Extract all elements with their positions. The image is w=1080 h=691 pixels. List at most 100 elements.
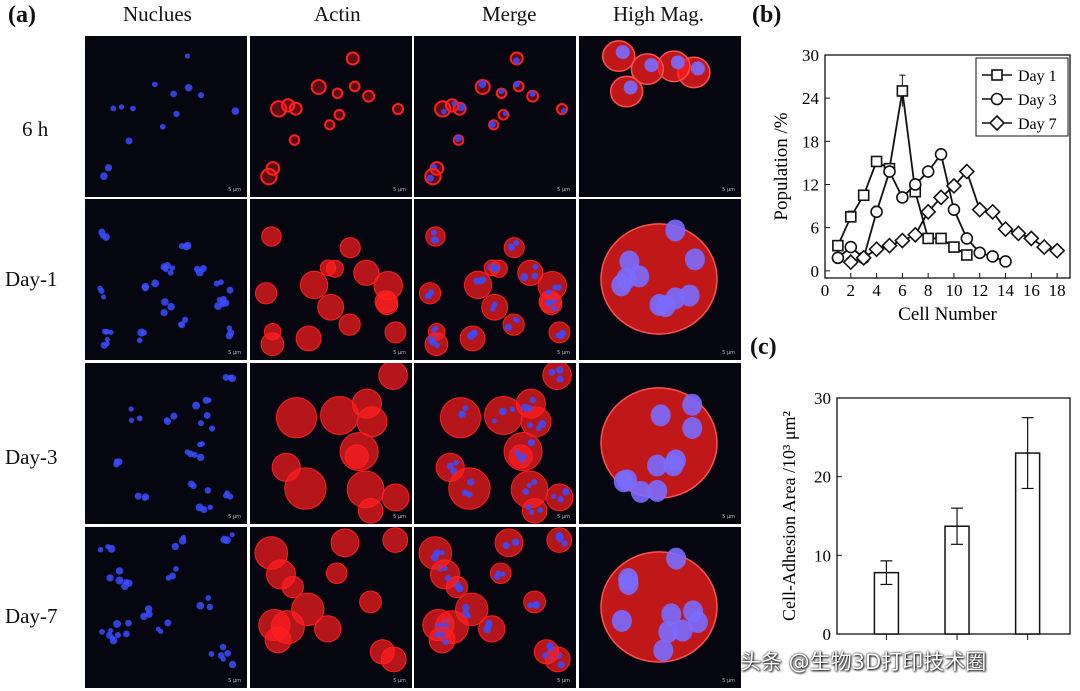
legend-marker bbox=[990, 92, 1004, 106]
y-tick-label: 24 bbox=[802, 89, 820, 108]
row-label-day1: Day-1 bbox=[5, 267, 58, 291]
data-point bbox=[1023, 230, 1040, 247]
data-point bbox=[831, 251, 845, 265]
data-point bbox=[868, 241, 885, 258]
data-point bbox=[1010, 225, 1027, 242]
x-tick-label: 0 bbox=[821, 281, 830, 300]
data-point bbox=[945, 177, 963, 195]
scale-bar-label: 5 μm bbox=[722, 187, 735, 193]
data-point bbox=[948, 241, 960, 253]
legend-marker bbox=[988, 114, 1006, 132]
data-point bbox=[960, 232, 974, 245]
data-point bbox=[883, 165, 896, 178]
scale-bar-label: 5 μm bbox=[557, 350, 570, 356]
scale-bar-label: 5 μm bbox=[393, 678, 406, 684]
scale-bar-label: 5 μm bbox=[393, 350, 406, 356]
y-tick-label: 30 bbox=[802, 46, 819, 65]
data-point bbox=[1036, 238, 1053, 256]
legend-label: Day 7 bbox=[1018, 116, 1057, 133]
data-point bbox=[896, 191, 909, 204]
panel-b-letter: (b) bbox=[752, 2, 782, 28]
data-point bbox=[870, 205, 883, 219]
data-point bbox=[1048, 242, 1066, 259]
panel-c-letter: (c) bbox=[750, 334, 777, 360]
data-point bbox=[958, 163, 975, 180]
scale-bar-label: 5 μm bbox=[393, 187, 406, 193]
data-point bbox=[881, 237, 898, 254]
micrograph-day7-actin: 5 μm bbox=[250, 527, 412, 688]
y-axis-label: Population /% bbox=[771, 112, 792, 220]
scale-bar-label: 5 μm bbox=[722, 514, 735, 520]
data-point bbox=[870, 155, 883, 168]
data-point bbox=[855, 249, 872, 266]
x-tick-label: 6 bbox=[898, 281, 907, 300]
x-tick-label: 14 bbox=[997, 281, 1015, 300]
y-tick-label: 0 bbox=[811, 262, 820, 281]
x-axis-label: Cell Number bbox=[898, 304, 997, 325]
column-header-high-mag: High Mag. bbox=[613, 2, 704, 26]
y-axis-label: Cell-Adhesion Area /10³ μm² bbox=[779, 411, 799, 621]
data-point bbox=[935, 232, 947, 245]
data-point bbox=[908, 178, 922, 191]
y-tick-label: 6 bbox=[811, 219, 820, 238]
x-tick-label: 8 bbox=[924, 281, 933, 300]
micrograph-6h-highmag: 5 μm bbox=[579, 36, 741, 197]
panel-a-letter: (a) bbox=[8, 2, 36, 28]
adhesion-bar-chart: 0 10 20 30 Cell-Adhesion Area /10³ μm² bbox=[779, 389, 1071, 644]
x-tick-label: 4 bbox=[872, 281, 881, 300]
data-point bbox=[857, 189, 870, 202]
legend-label: Day 3 bbox=[1018, 92, 1057, 109]
data-point bbox=[997, 220, 1014, 238]
micrograph-day3-highmag: 5 μm bbox=[579, 363, 741, 524]
data-point bbox=[842, 254, 859, 271]
y-tick-label: 12 bbox=[802, 175, 819, 194]
plot-frame bbox=[824, 54, 1071, 279]
micrograph-day7-merge: 5 μm bbox=[414, 527, 576, 688]
micrograph-6h-actin: 5 μm bbox=[250, 36, 412, 197]
data-point bbox=[999, 255, 1012, 268]
row-label-day7: Day-7 bbox=[5, 604, 58, 628]
data-point bbox=[947, 203, 961, 216]
scale-bar-label: 5 μm bbox=[722, 678, 735, 684]
x-tick-label: 12 bbox=[971, 281, 988, 300]
data-point bbox=[932, 189, 950, 206]
row-label-day3: Day-3 bbox=[5, 445, 58, 469]
y-tick-label: 18 bbox=[802, 132, 819, 151]
data-point bbox=[984, 203, 1001, 220]
micrograph-day1-actin: 5 μm bbox=[250, 199, 412, 360]
scale-bar-label: 5 μm bbox=[228, 514, 241, 520]
data-point bbox=[920, 203, 937, 220]
data-point bbox=[986, 250, 999, 263]
data-point bbox=[844, 211, 857, 223]
micrograph-day7-nucleus: 5 μm bbox=[85, 527, 247, 688]
data-point bbox=[961, 249, 973, 261]
micrograph-6h-nucleus: 5 μm bbox=[85, 36, 247, 197]
data-point bbox=[832, 239, 844, 252]
y-tick-label: 30 bbox=[814, 389, 831, 408]
x-tick-label: 10 bbox=[945, 281, 962, 300]
column-header-nucleus: Nuclues bbox=[123, 2, 192, 26]
watermark-text: 头条 @生物3D打印技术圈 bbox=[740, 650, 987, 674]
legend-label: Day 1 bbox=[1018, 68, 1057, 85]
legend-marker bbox=[991, 69, 1003, 81]
series-day-7 bbox=[842, 163, 1066, 271]
data-point bbox=[894, 232, 911, 249]
scale-bar-label: 5 μm bbox=[228, 187, 241, 193]
scale-bar-label: 5 μm bbox=[393, 514, 406, 520]
data-point bbox=[973, 246, 987, 260]
x-tick-label: 16 bbox=[1023, 281, 1040, 300]
y-tick-label: 0 bbox=[823, 625, 832, 644]
scale-bar-label: 5 μm bbox=[557, 187, 570, 193]
data-point bbox=[896, 85, 909, 97]
legend: Day 1 Day 3 Day 7 bbox=[975, 57, 1069, 137]
micrograph-6h-merge: 5 μm bbox=[414, 36, 576, 197]
scale-bar-label: 5 μm bbox=[722, 350, 735, 356]
series-day-1 bbox=[832, 74, 973, 261]
micrograph-day1-nucleus: 5 μm bbox=[85, 199, 247, 360]
series-line bbox=[837, 90, 968, 256]
x-tick-label: 2 bbox=[847, 281, 856, 300]
column-header-merge: Merge bbox=[482, 2, 537, 26]
row-label-6h: 6 h bbox=[22, 117, 49, 141]
data-point bbox=[907, 226, 924, 243]
